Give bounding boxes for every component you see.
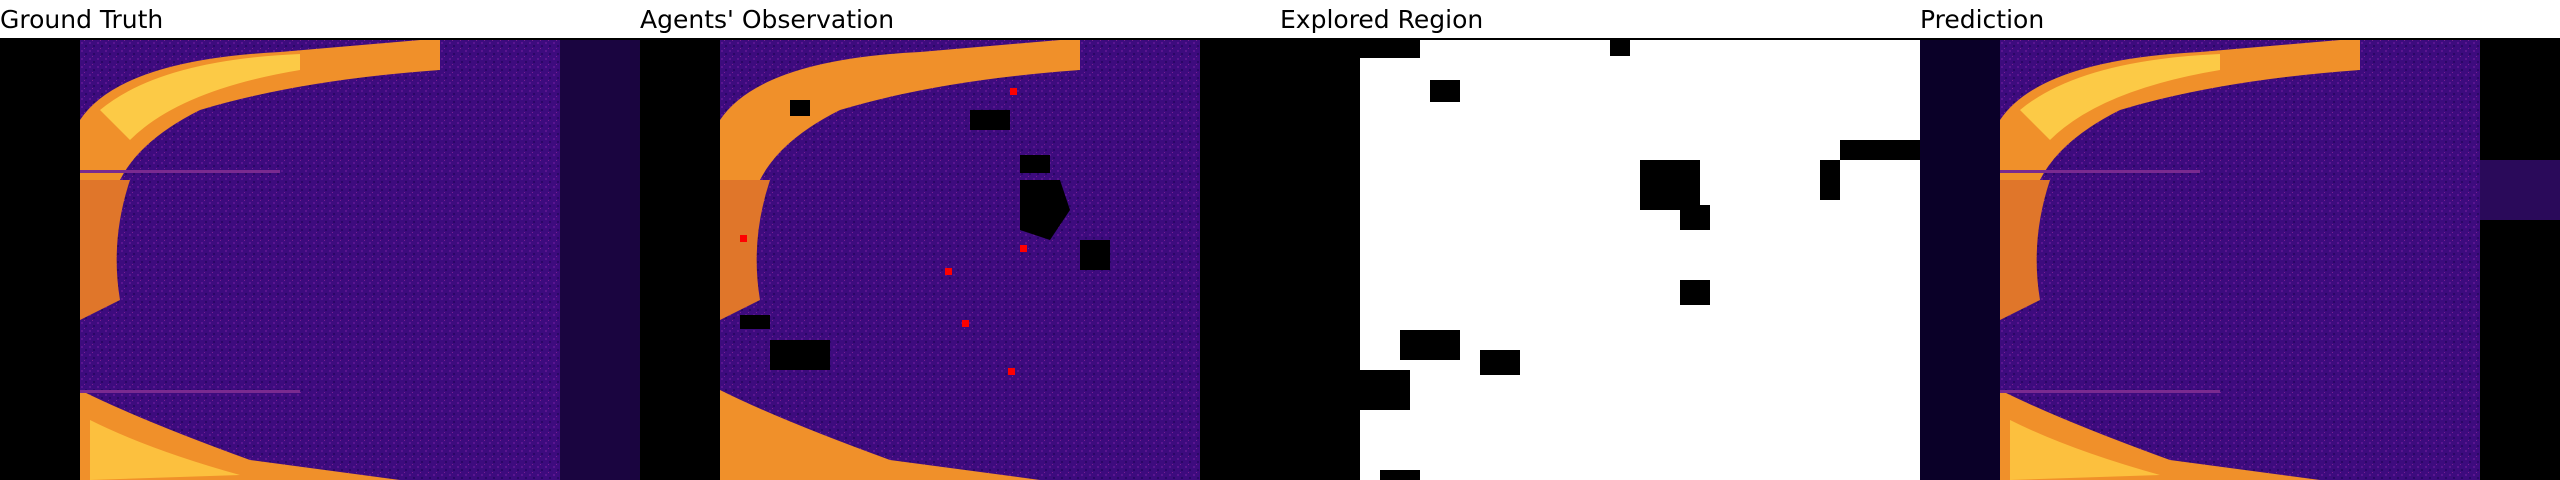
header-rule <box>0 38 2560 40</box>
panel-title: Prediction <box>1920 5 2045 34</box>
agent-marker <box>962 320 969 327</box>
panel-explored-region: Explored Region <box>1280 0 1920 480</box>
panel-title: Agents' Observation <box>640 5 895 34</box>
panel-title: Ground Truth <box>0 5 164 34</box>
panel-prediction: Prediction <box>1920 0 2560 480</box>
agent-marker <box>1010 88 1017 95</box>
prediction-heatmap <box>1920 40 2560 480</box>
panel-ground-truth: Ground Truth <box>0 0 640 480</box>
explored-region-mask <box>1280 40 1920 480</box>
agent-marker <box>740 235 747 242</box>
agent-marker <box>1008 368 1015 375</box>
agent-marker <box>1020 245 1027 252</box>
agent-marker <box>945 268 952 275</box>
agents-observation-heatmap <box>640 40 1280 480</box>
panel-title: Explored Region <box>1280 5 1484 34</box>
ground-truth-heatmap <box>0 40 640 480</box>
panel-agents-observation: Agents' Observation <box>640 0 1280 480</box>
